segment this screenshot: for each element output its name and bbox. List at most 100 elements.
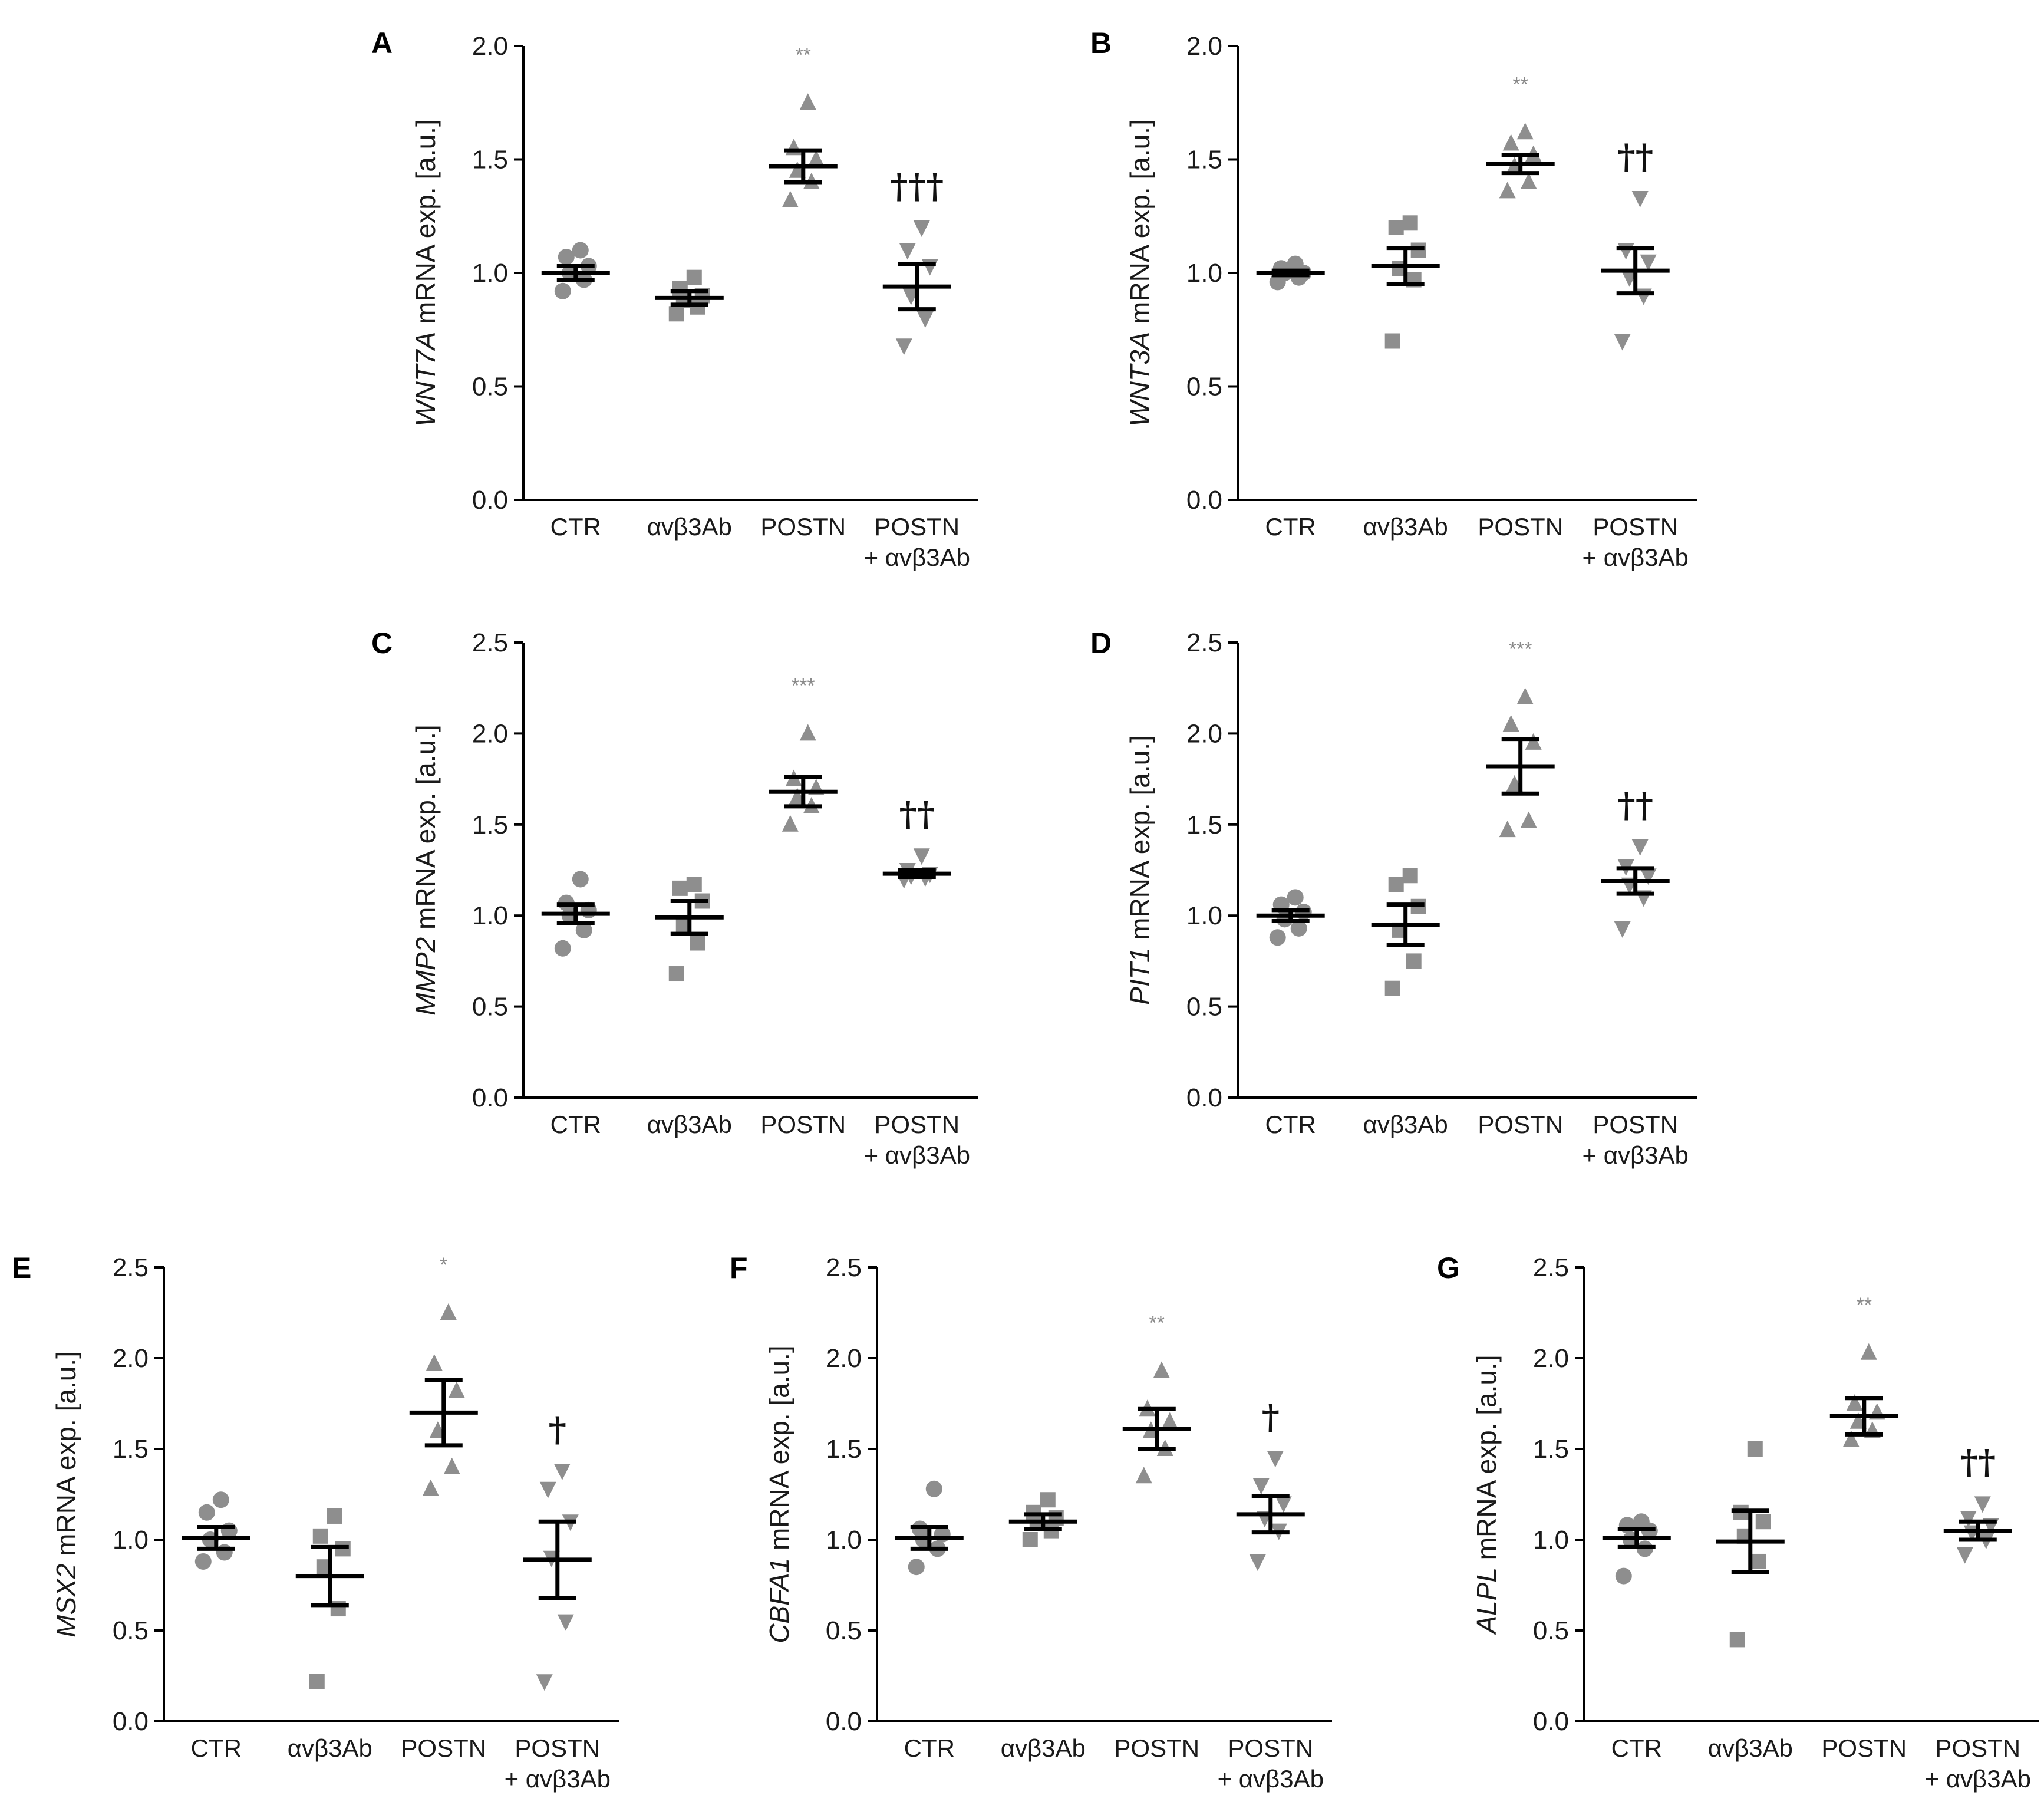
data-point <box>1287 889 1304 906</box>
data-point <box>1402 868 1418 884</box>
data-point <box>913 848 930 865</box>
x-tick-label: + αvβ3Ab <box>1583 1141 1689 1169</box>
x-tick-label: + αvβ3Ab <box>1925 1765 2031 1793</box>
x-tick-label: POSTN <box>874 513 960 541</box>
significance-star: *** <box>792 674 815 697</box>
significance-star: *** <box>1509 638 1532 661</box>
y-tick-label: 1.0 <box>1186 259 1222 288</box>
x-tick-label: CTR <box>191 1734 242 1762</box>
data-point <box>1499 182 1516 199</box>
data-point <box>1275 1496 1292 1513</box>
data-point <box>895 338 912 355</box>
data-point <box>672 880 688 896</box>
y-tick-label: 1.0 <box>472 259 508 288</box>
y-tick-label: 1.5 <box>1533 1435 1569 1464</box>
data-point <box>1633 1513 1650 1530</box>
x-tick-label: POSTN <box>1228 1734 1313 1762</box>
data-point <box>1410 242 1426 258</box>
data-point <box>1269 929 1286 946</box>
data-point <box>557 1614 574 1631</box>
y-tick-label: 2.5 <box>1186 628 1222 657</box>
panel-letter: A <box>371 27 393 60</box>
y-tick-label: 0.5 <box>472 373 508 401</box>
x-tick-label: CTR <box>550 513 601 541</box>
x-tick-label: + αvβ3Ab <box>1218 1765 1324 1793</box>
x-tick-label: POSTN <box>515 1734 600 1762</box>
x-tick-label: + αvβ3Ab <box>864 1141 970 1169</box>
data-point <box>1040 1492 1056 1508</box>
x-tick-label: POSTN <box>1593 1111 1678 1138</box>
data-point <box>426 1354 443 1371</box>
data-point <box>575 921 592 938</box>
y-tick-label: 0.0 <box>472 486 508 515</box>
y-tick-label: 2.5 <box>826 1253 862 1282</box>
data-point <box>1516 123 1534 140</box>
data-point <box>1161 1412 1178 1429</box>
data-point <box>327 1508 342 1524</box>
data-point <box>1614 334 1631 351</box>
x-tick-label: αvβ3Ab <box>647 1111 732 1138</box>
significance-dagger: †† <box>1960 1442 1996 1482</box>
y-tick-label: 0.0 <box>1186 1083 1222 1112</box>
y-tick-label: 1.0 <box>113 1526 149 1554</box>
data-point <box>422 1479 439 1496</box>
x-tick-label: POSTN <box>1114 1734 1199 1762</box>
panel-letter: E <box>12 1251 31 1284</box>
data-point <box>799 724 816 741</box>
y-axis-title: PIT1 mRNA exp. [a.u.] <box>1125 735 1155 1005</box>
data-point <box>1022 1532 1038 1547</box>
data-point <box>1384 980 1400 996</box>
y-tick-label: 0.0 <box>472 1083 508 1112</box>
y-tick-label: 0.0 <box>1533 1707 1569 1736</box>
data-point <box>1635 288 1652 305</box>
data-point <box>1846 1394 1863 1411</box>
significance-dagger: ††† <box>890 166 944 206</box>
data-point <box>1617 243 1634 260</box>
data-point <box>1729 1632 1745 1648</box>
y-axis-title: MMP2 mRNA exp. [a.u.] <box>410 724 441 1015</box>
panel-g: G 0.0 0.5 1.0 1.5 2.0 2.5 ALPL mRNA exp. [a.u.]… <box>1437 1251 2039 1793</box>
data-point <box>212 1491 229 1508</box>
y-tick-label: 1.0 <box>826 1526 862 1554</box>
significance-dagger: †† <box>1617 137 1653 177</box>
data-point <box>1631 839 1649 856</box>
y-tick-label: 1.0 <box>472 901 508 930</box>
y-tick-label: 0.5 <box>1186 373 1222 401</box>
data-point <box>668 306 684 322</box>
y-axis-title: CBFA1 mRNA exp. [a.u.] <box>764 1345 794 1643</box>
data-point <box>309 1674 325 1689</box>
y-tick-label: 0.5 <box>826 1616 862 1645</box>
data-point <box>908 1559 925 1576</box>
x-tick-label: POSTN <box>1821 1734 1907 1762</box>
x-tick-label: POSTN <box>760 513 846 541</box>
x-tick-label: POSTN <box>1478 1111 1563 1138</box>
data-point <box>807 150 825 167</box>
data-point <box>782 815 799 832</box>
x-tick-label: αvβ3Ab <box>1363 513 1448 541</box>
data-point <box>1290 920 1307 937</box>
data-point <box>1287 255 1304 272</box>
y-tick-label: 0.5 <box>1533 1616 1569 1645</box>
data-point <box>553 1463 571 1480</box>
x-tick-label: POSTN <box>1478 513 1563 541</box>
x-tick-label: CTR <box>904 1734 955 1762</box>
y-tick-label: 1.5 <box>1186 811 1222 839</box>
data-point <box>1525 733 1542 750</box>
data-point <box>1640 868 1657 885</box>
data-point <box>899 243 916 260</box>
y-tick-label: 2.5 <box>113 1253 149 1282</box>
data-point <box>572 242 589 259</box>
data-point <box>539 1481 556 1498</box>
data-point <box>448 1381 465 1398</box>
data-point <box>198 1504 215 1521</box>
significance-star: * <box>440 1254 447 1276</box>
data-point <box>1384 333 1400 349</box>
data-point <box>554 282 571 299</box>
data-point <box>1842 1430 1860 1447</box>
data-point <box>782 190 799 207</box>
y-tick-label: 2.5 <box>1533 1253 1569 1282</box>
panel-f: F 0.0 0.5 1.0 1.5 2.0 2.5 CBFA1 mRNA exp. [a.u.… <box>730 1251 1332 1793</box>
data-point <box>1252 1478 1270 1495</box>
y-axis-title: MSX2 mRNA exp. [a.u.] <box>51 1351 81 1638</box>
